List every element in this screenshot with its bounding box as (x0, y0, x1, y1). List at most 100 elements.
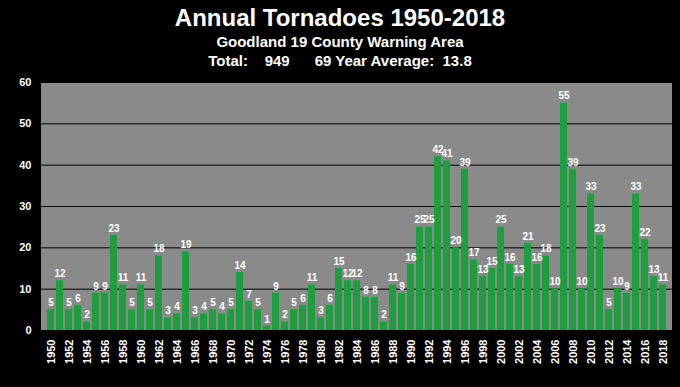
svg-text:11: 11 (388, 272, 399, 283)
svg-text:1954: 1954 (81, 339, 93, 364)
svg-text:2014: 2014 (621, 339, 633, 364)
svg-text:21: 21 (522, 231, 534, 242)
svg-text:1972: 1972 (243, 340, 255, 364)
svg-text:7: 7 (246, 289, 252, 300)
svg-text:17: 17 (468, 247, 480, 258)
svg-text:0: 0 (25, 324, 31, 336)
svg-text:18: 18 (540, 243, 552, 254)
svg-text:5: 5 (210, 297, 216, 308)
svg-text:15: 15 (333, 256, 345, 267)
svg-text:2008: 2008 (567, 340, 579, 364)
svg-text:2: 2 (381, 309, 387, 320)
svg-text:1988: 1988 (387, 340, 399, 364)
svg-text:11: 11 (658, 272, 669, 283)
svg-text:1978: 1978 (297, 340, 309, 364)
svg-text:1960: 1960 (135, 340, 147, 364)
svg-text:40: 40 (19, 159, 31, 171)
svg-text:1980: 1980 (315, 340, 327, 364)
svg-text:2: 2 (84, 309, 90, 320)
svg-text:1: 1 (264, 314, 270, 325)
svg-text:6: 6 (327, 293, 333, 304)
svg-text:6: 6 (300, 293, 306, 304)
svg-text:15: 15 (486, 256, 498, 267)
svg-text:5: 5 (66, 297, 72, 308)
svg-text:4: 4 (219, 301, 225, 312)
svg-text:5: 5 (606, 297, 612, 308)
svg-text:13: 13 (513, 264, 525, 275)
svg-text:39: 39 (567, 157, 579, 168)
svg-text:11: 11 (118, 272, 129, 283)
svg-text:1984: 1984 (351, 339, 363, 364)
svg-text:1950: 1950 (45, 340, 57, 364)
svg-text:20: 20 (19, 241, 31, 253)
svg-text:9: 9 (624, 281, 630, 292)
svg-text:10: 10 (576, 276, 588, 287)
svg-text:6: 6 (75, 293, 81, 304)
svg-text:60: 60 (19, 76, 31, 88)
svg-text:39: 39 (459, 157, 471, 168)
svg-text:1964: 1964 (171, 339, 183, 364)
svg-text:16: 16 (405, 252, 417, 263)
svg-text:5: 5 (129, 297, 135, 308)
svg-text:1970: 1970 (225, 340, 237, 364)
svg-text:9: 9 (93, 281, 99, 292)
svg-text:22: 22 (639, 227, 651, 238)
svg-text:1992: 1992 (423, 340, 435, 364)
svg-text:2002: 2002 (513, 340, 525, 364)
svg-text:5: 5 (48, 297, 54, 308)
svg-text:2016: 2016 (639, 340, 651, 364)
svg-text:9: 9 (102, 281, 108, 292)
svg-text:55: 55 (558, 90, 570, 101)
svg-text:1966: 1966 (189, 340, 201, 364)
svg-text:1998: 1998 (477, 340, 489, 364)
svg-text:10: 10 (549, 276, 561, 287)
svg-text:41: 41 (441, 148, 453, 159)
svg-text:8: 8 (372, 285, 378, 296)
svg-text:5: 5 (255, 297, 261, 308)
svg-text:1962: 1962 (153, 340, 165, 364)
svg-text:2004: 2004 (531, 339, 543, 364)
svg-text:9: 9 (399, 281, 405, 292)
svg-text:4: 4 (201, 301, 207, 312)
svg-text:8: 8 (363, 285, 369, 296)
svg-text:1990: 1990 (405, 340, 417, 364)
svg-text:1958: 1958 (117, 340, 129, 364)
svg-text:25: 25 (495, 214, 507, 225)
svg-text:11: 11 (136, 272, 147, 283)
svg-text:14: 14 (234, 260, 246, 271)
svg-text:9: 9 (273, 281, 279, 292)
svg-text:3: 3 (192, 305, 198, 316)
svg-text:3: 3 (165, 305, 171, 316)
svg-text:33: 33 (585, 181, 597, 192)
svg-text:10: 10 (19, 283, 31, 295)
svg-text:1968: 1968 (207, 340, 219, 364)
svg-text:2000: 2000 (495, 340, 507, 364)
svg-text:5: 5 (147, 297, 153, 308)
svg-text:5: 5 (291, 297, 297, 308)
svg-text:4: 4 (174, 301, 180, 312)
svg-text:12: 12 (351, 268, 363, 279)
svg-text:1994: 1994 (441, 339, 453, 364)
svg-text:23: 23 (594, 223, 606, 234)
svg-text:2: 2 (282, 309, 288, 320)
svg-text:1956: 1956 (99, 340, 111, 364)
svg-text:11: 11 (307, 272, 318, 283)
svg-text:18: 18 (153, 243, 165, 254)
svg-text:2006: 2006 (549, 340, 561, 364)
svg-text:33: 33 (630, 181, 642, 192)
svg-text:16: 16 (504, 252, 516, 263)
svg-text:1976: 1976 (279, 340, 291, 364)
svg-text:1986: 1986 (369, 340, 381, 364)
svg-text:25: 25 (423, 214, 435, 225)
svg-text:23: 23 (108, 223, 120, 234)
svg-text:12: 12 (54, 268, 66, 279)
svg-text:20: 20 (450, 235, 462, 246)
svg-text:30: 30 (19, 200, 31, 212)
svg-text:3: 3 (318, 305, 324, 316)
svg-text:10: 10 (612, 276, 624, 287)
svg-text:1982: 1982 (333, 340, 345, 364)
svg-text:1996: 1996 (459, 340, 471, 364)
svg-text:1974: 1974 (261, 339, 273, 364)
svg-text:1952: 1952 (63, 340, 75, 364)
svg-text:50: 50 (19, 117, 31, 129)
